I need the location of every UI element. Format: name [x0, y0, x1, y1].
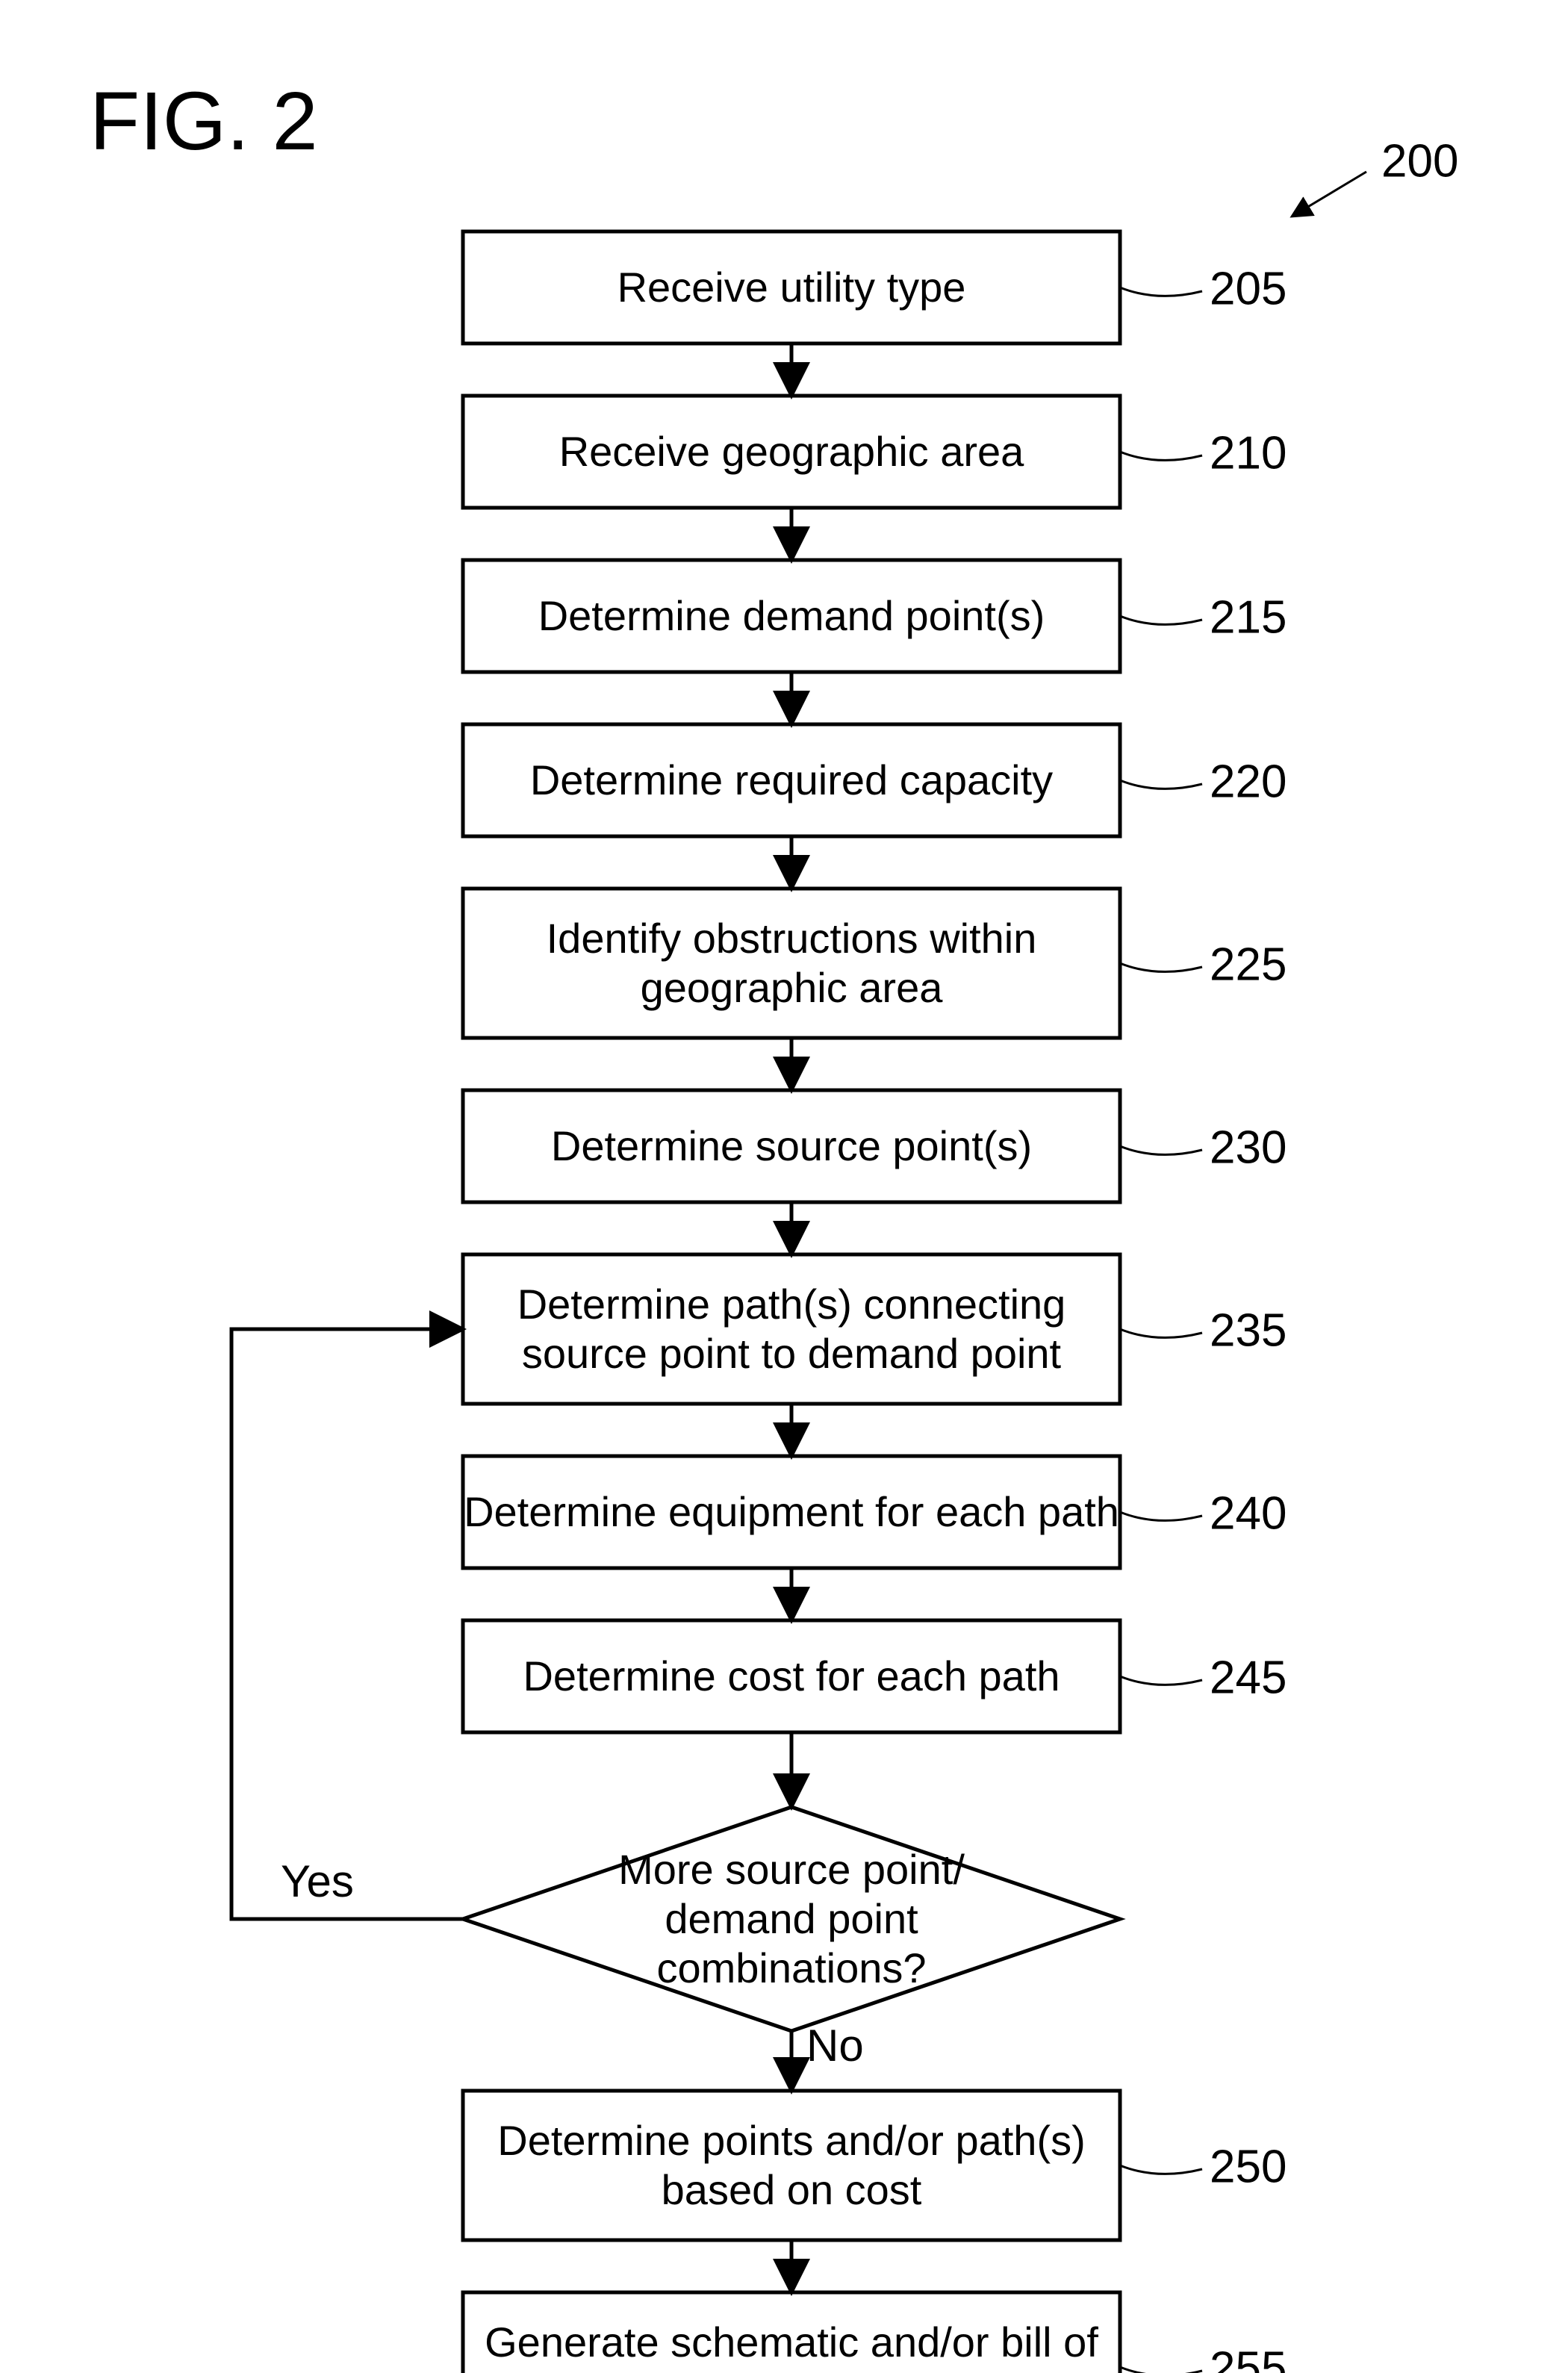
flow-box-text: demand point — [665, 1895, 918, 1942]
ref-label-205: 205 — [1210, 263, 1287, 314]
flow-box-text: More source point/ — [618, 1846, 965, 1893]
flowchart-svg: FIG. 2 200 Receive utility type 205 Receive … — [0, 0, 1568, 2373]
figure-ref-label: 200 — [1381, 135, 1458, 187]
ref-leader-255 — [1120, 2367, 1202, 2373]
ref-label-235: 235 — [1210, 1304, 1287, 1356]
ref-leader-230 — [1120, 1146, 1202, 1154]
ref-leader-210 — [1120, 452, 1202, 460]
ref-leader-225 — [1120, 963, 1202, 971]
ref-leader-220 — [1120, 780, 1202, 789]
ref-label-215: 215 — [1210, 591, 1287, 643]
ref-leader-250 — [1120, 2165, 1202, 2174]
figure-title: FIG. 2 — [90, 75, 318, 167]
ref-label-220: 220 — [1210, 756, 1287, 807]
flow-loopback-arrow — [231, 1329, 463, 1919]
flow-box-text: Determine cost for each path — [523, 1652, 1060, 1699]
ref-leader-205 — [1120, 287, 1202, 296]
ref-label-245: 245 — [1210, 1652, 1287, 1703]
ref-label-210: 210 — [1210, 427, 1287, 479]
ref-label-230: 230 — [1210, 1122, 1287, 1173]
ref-label-250: 250 — [1210, 2141, 1287, 2192]
flow-box-text: Determine demand point(s) — [538, 592, 1045, 639]
flow-box-text: Determine required capacity — [530, 756, 1053, 803]
ref-leader-235 — [1120, 1329, 1202, 1337]
ref-leader-215 — [1120, 616, 1202, 624]
ref-label-240: 240 — [1210, 1487, 1287, 1539]
flow-box-text: Determine equipment for each path — [464, 1488, 1119, 1535]
flow-box-text: geographic area — [641, 964, 944, 1011]
flow-box-text: Identify obstructions within — [547, 915, 1037, 962]
flow-box-text: Determine path(s) connecting — [517, 1281, 1066, 1328]
flow-box-text: based on cost — [662, 2166, 922, 2213]
flow-box-text: source point to demand point — [522, 1330, 1062, 1377]
flow-box-text: materials — [706, 2368, 876, 2373]
ref-leader-240 — [1120, 1512, 1202, 1520]
flow-box-text: Determine points and/or path(s) — [497, 2117, 1086, 2164]
flow-box-text: Determine source point(s) — [551, 1122, 1032, 1169]
ref-leader-245 — [1120, 1676, 1202, 1685]
flow-box-text: Receive utility type — [617, 264, 966, 311]
figure-ref-leader — [1292, 172, 1366, 217]
edge-label-no: No — [806, 2021, 864, 2071]
edge-label-yes: Yes — [281, 1856, 354, 1906]
ref-label-225: 225 — [1210, 939, 1287, 990]
ref-label-255: 255 — [1210, 2342, 1287, 2373]
flow-box-text: Receive geographic area — [559, 428, 1024, 475]
flow-box-text: combinations? — [656, 1944, 926, 1991]
flow-box-text: Generate schematic and/or bill of — [485, 2318, 1098, 2366]
